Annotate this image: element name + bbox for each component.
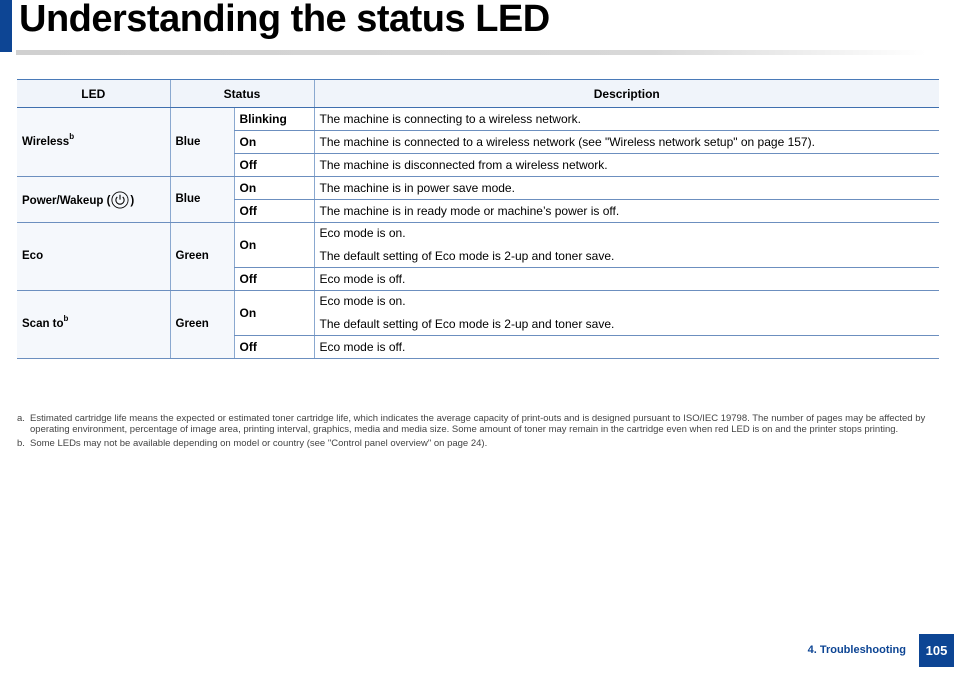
title-accent-bar: [0, 0, 12, 52]
footnote-mark: b.: [17, 438, 25, 449]
led-label-suffix: ): [130, 194, 135, 207]
footnote-b: b. Some LEDs may not be available depend…: [17, 438, 939, 449]
footnote-ref: b: [69, 131, 75, 141]
state-label: Off: [233, 267, 314, 291]
title-divider: [16, 50, 926, 55]
description-cell: The machine is disconnected from a wirel…: [313, 153, 939, 177]
section-label: 4. Troubleshooting: [807, 644, 906, 656]
table-row: Off The machine is in ready mode or mach…: [17, 199, 939, 223]
description-text: Eco mode is on.: [319, 226, 406, 240]
status-color: Green: [169, 222, 234, 291]
description-text: Eco mode is off.: [319, 271, 406, 286]
led-eco: Eco: [17, 222, 170, 291]
description-cell: The machine is in ready mode or machine’…: [313, 199, 939, 223]
description-text: The machine is in ready mode or machine’…: [319, 203, 620, 218]
footnote-text: Some LEDs may not be available depending…: [30, 438, 488, 449]
led-label: Scan to: [22, 318, 64, 330]
status-color: Green: [169, 290, 234, 359]
page-number: 105: [919, 634, 954, 667]
description-text: The machine is connected to a wireless n…: [319, 134, 815, 149]
description-cell: Eco mode is off.: [313, 335, 939, 359]
state-label: On: [233, 176, 314, 200]
led-power-wakeup: Power/Wakeup (): [17, 176, 170, 223]
description-text: Eco mode is off.: [319, 339, 406, 354]
state-label: On: [233, 130, 314, 154]
footnote-text: Estimated cartridge life means the expec…: [30, 413, 926, 435]
description-text: Eco mode is on.: [319, 294, 406, 308]
description-text: The machine is connecting to a wireless …: [319, 111, 581, 126]
footnotes: a. Estimated cartridge life means the ex…: [17, 413, 939, 452]
description-cell: Eco mode is on. The default setting of Ec…: [313, 290, 939, 336]
footnote-ref: b: [63, 314, 69, 324]
table-row: Eco Green On Eco mode is on. The default …: [17, 222, 939, 291]
description-text: The default setting of Eco mode is 2-up …: [319, 317, 615, 331]
page-title: Understanding the status LED: [19, 0, 550, 40]
header-description: Description: [313, 79, 939, 108]
header-led: LED: [17, 79, 170, 108]
table-row: Wirelessb Blue Blinking The machine is c…: [17, 107, 939, 177]
state-label: Off: [233, 199, 314, 223]
status-color: Blue: [169, 176, 234, 223]
description-cell: The machine is in power save mode.: [313, 176, 939, 200]
state-label: Blinking: [233, 107, 314, 131]
state-label: On: [233, 222, 314, 268]
description-text: The machine is in power save mode.: [319, 180, 515, 195]
description-cell: Eco mode is off.: [313, 267, 939, 291]
table-row: Off The machine is disconnected from a w…: [17, 153, 939, 177]
led-label: Eco: [22, 250, 44, 262]
table-header-row: LED Status Description: [17, 79, 939, 108]
table-row: Scan tob Green On Eco mode is on. The def…: [17, 290, 939, 359]
led-wireless: Wirelessb: [17, 107, 170, 177]
footnote-mark: a.: [17, 413, 25, 424]
led-scan-to: Scan tob: [17, 290, 170, 359]
state-label: Off: [233, 153, 314, 177]
table-row: Off Eco mode is off.: [17, 335, 939, 359]
state-label: Off: [233, 335, 314, 359]
power-icon: [111, 190, 129, 209]
description-text: The default setting of Eco mode is 2-up …: [319, 249, 615, 263]
table-row: Off Eco mode is off.: [17, 267, 939, 291]
description-cell: Eco mode is on. The default setting of Ec…: [313, 222, 939, 268]
footnote-a: a. Estimated cartridge life means the ex…: [17, 413, 939, 435]
table-row: Power/Wakeup () Blue On The machine is i…: [17, 176, 939, 223]
status-color: Blue: [169, 107, 234, 177]
description-cell: The machine is connected to a wireless n…: [313, 130, 939, 154]
led-label: Power/Wakeup (: [22, 194, 111, 207]
header-status: Status: [169, 79, 314, 108]
description-text: The machine is disconnected from a wirel…: [319, 157, 608, 172]
led-label: Wireless: [22, 135, 70, 148]
table-row: On The machine is connected to a wireles…: [17, 130, 939, 154]
description-cell: The machine is connecting to a wireless …: [313, 107, 939, 131]
state-label: On: [233, 290, 314, 336]
status-led-table: LED Status Description Wirelessb Blue Bl…: [17, 79, 939, 359]
